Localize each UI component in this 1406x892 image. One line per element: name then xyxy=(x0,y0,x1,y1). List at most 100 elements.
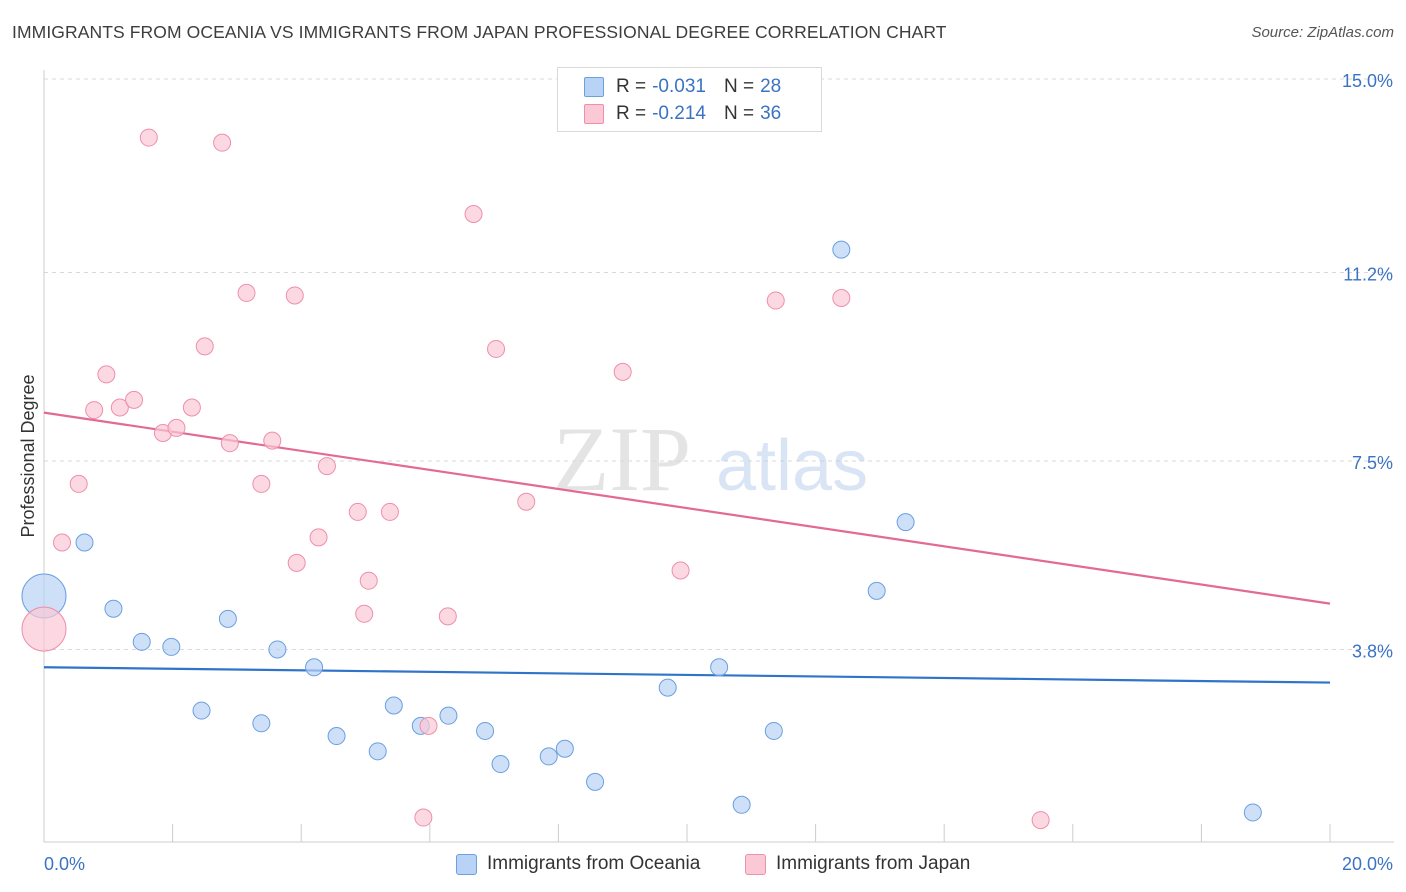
japan-legend-label: Immigrants from Japan xyxy=(776,853,971,874)
japan-point[interactable] xyxy=(110,398,129,417)
oceania-point[interactable] xyxy=(896,513,915,532)
legend-item-japan[interactable]: Immigrants from Japan xyxy=(745,852,970,876)
oceania-point[interactable] xyxy=(305,658,324,677)
grid-lines xyxy=(44,78,1394,650)
japan-point[interactable] xyxy=(1031,811,1050,830)
japan-point[interactable] xyxy=(414,808,433,827)
r-label: R = xyxy=(616,103,647,124)
y-axis-label: Professional Degree xyxy=(18,374,38,537)
japan-point[interactable] xyxy=(287,553,306,572)
japan-point[interactable] xyxy=(69,474,88,493)
axes xyxy=(43,70,1394,843)
trend-lines xyxy=(43,411,1331,684)
oceania-point[interactable] xyxy=(327,727,346,746)
oceania-point[interactable] xyxy=(832,240,851,259)
japan-legend-swatch xyxy=(745,853,766,875)
x-tick-marks xyxy=(172,824,1331,842)
legend-item-oceania[interactable]: Immigrants from Oceania xyxy=(456,852,700,876)
japan-trend-line xyxy=(43,411,1331,605)
y-tick-label: 7.5% xyxy=(1352,453,1393,473)
japan-point[interactable] xyxy=(355,604,374,623)
oceania-point[interactable] xyxy=(539,747,558,766)
japan-point[interactable] xyxy=(195,337,214,356)
japan-point[interactable] xyxy=(285,286,304,305)
japan-point[interactable] xyxy=(309,528,328,547)
x-tick-label-max: 20.0% xyxy=(1342,854,1393,874)
japan-swatch xyxy=(584,104,604,124)
x-tick-label-min: 0.0% xyxy=(44,854,85,874)
stats-legend: R = -0.031 N = 28 R = -0.214 N = 36 xyxy=(557,67,822,132)
y-tick-label: 15.0% xyxy=(1342,71,1393,91)
oceania-point[interactable] xyxy=(368,742,387,761)
watermark: ZIP atlas xyxy=(553,408,868,510)
oceania-point[interactable] xyxy=(384,696,403,715)
japan-point[interactable] xyxy=(213,133,232,152)
japan-point[interactable] xyxy=(359,571,378,590)
oceania-point[interactable] xyxy=(104,599,123,618)
japan-point[interactable] xyxy=(53,533,72,552)
japan-point[interactable] xyxy=(167,418,186,437)
oceania-point[interactable] xyxy=(268,640,287,659)
japan-point[interactable] xyxy=(317,457,336,476)
n-value: 36 xyxy=(760,103,782,124)
japan-point[interactable] xyxy=(613,362,632,381)
japan-point[interactable] xyxy=(438,607,457,626)
japan-point[interactable] xyxy=(348,502,367,521)
japan-point[interactable] xyxy=(252,474,271,493)
oceania-legend-swatch xyxy=(456,853,477,875)
oceania-point[interactable] xyxy=(491,755,510,774)
legend-row-oceania: R = -0.031 N = 28 xyxy=(584,74,781,100)
japan-point[interactable] xyxy=(182,398,201,417)
oceania-swatch xyxy=(584,77,604,97)
oceania-point[interactable] xyxy=(75,533,94,552)
japan-point[interactable] xyxy=(380,502,399,521)
r-value: -0.214 xyxy=(652,103,706,124)
oceania-point[interactable] xyxy=(658,678,677,697)
oceania-point[interactable] xyxy=(218,609,237,628)
oceania-point[interactable] xyxy=(867,581,886,600)
legend-row-japan: R = -0.214 N = 36 xyxy=(584,101,781,127)
oceania-point[interactable] xyxy=(1243,803,1262,822)
japan-point[interactable] xyxy=(832,289,851,308)
oceania-point[interactable] xyxy=(555,739,574,758)
n-label: N = xyxy=(723,103,755,124)
japan-point[interactable] xyxy=(464,204,483,223)
japan-point[interactable] xyxy=(671,561,690,580)
data-points xyxy=(21,128,1262,830)
oceania-point[interactable] xyxy=(132,632,151,651)
japan-point[interactable] xyxy=(263,431,282,450)
japan-point[interactable] xyxy=(237,283,256,302)
n-value: 28 xyxy=(760,76,782,97)
oceania-point[interactable] xyxy=(476,721,495,740)
chart-title: IMMIGRANTS FROM OCEANIA VS IMMIGRANTS FR… xyxy=(12,22,947,42)
n-label: N = xyxy=(723,76,755,97)
japan-point[interactable] xyxy=(419,716,438,735)
y-tick-label: 3.8% xyxy=(1352,641,1393,661)
y-tick-labels: 3.8% 7.5% 11.2% 15.0% xyxy=(1342,71,1393,661)
oceania-trend-line xyxy=(43,666,1331,684)
r-label: R = xyxy=(616,76,647,97)
oceania-point[interactable] xyxy=(586,772,605,791)
japan-point[interactable] xyxy=(220,434,239,453)
watermark-zip: ZIP xyxy=(553,408,691,510)
japan-point[interactable] xyxy=(85,401,104,420)
oceania-point[interactable] xyxy=(439,706,458,725)
oceania-point[interactable] xyxy=(764,721,783,740)
japan-point[interactable] xyxy=(139,128,158,147)
oceania-point[interactable] xyxy=(192,701,211,720)
source-label: Source: ZipAtlas.com xyxy=(1251,24,1394,41)
oceania-point[interactable] xyxy=(710,658,729,677)
japan-point[interactable] xyxy=(97,365,116,384)
japan-point[interactable] xyxy=(766,291,785,310)
japan-point[interactable] xyxy=(125,390,144,409)
japan-point[interactable] xyxy=(21,606,67,652)
oceania-point[interactable] xyxy=(162,637,181,656)
japan-point[interactable] xyxy=(487,339,506,358)
oceania-legend-label: Immigrants from Oceania xyxy=(487,853,701,874)
japan-point[interactable] xyxy=(517,492,536,511)
r-value: -0.031 xyxy=(652,76,706,97)
oceania-point[interactable] xyxy=(252,714,271,733)
watermark-atlas: atlas xyxy=(716,426,868,506)
oceania-point[interactable] xyxy=(732,795,751,814)
